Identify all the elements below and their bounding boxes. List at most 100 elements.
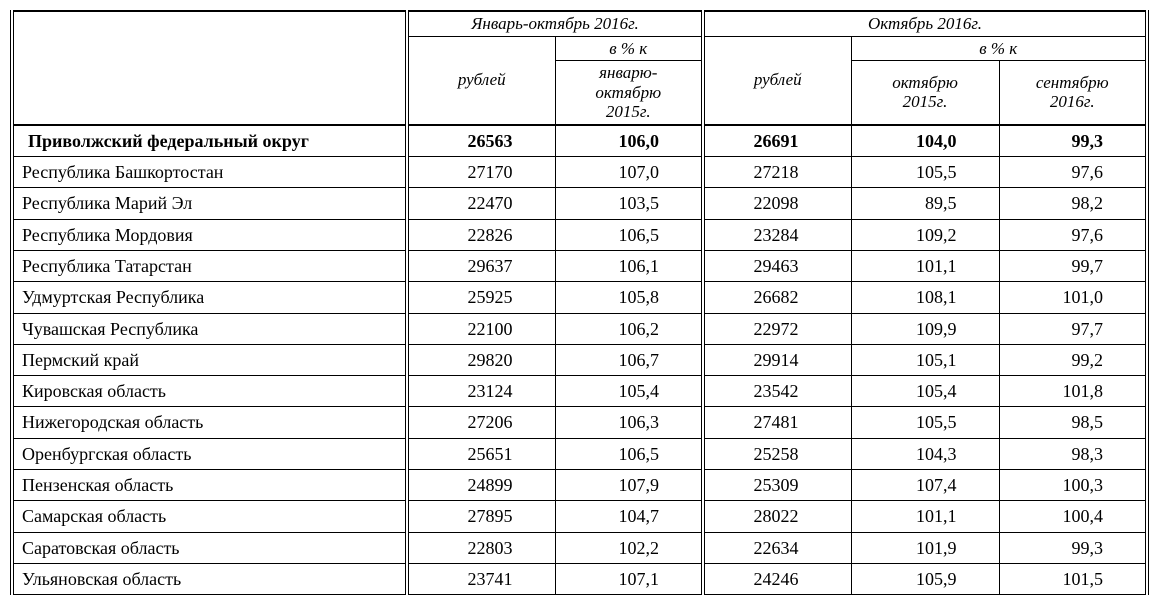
cell-value: 105,5 bbox=[851, 157, 999, 188]
cell-value: 101,1 bbox=[851, 250, 999, 281]
cell-value: 109,9 bbox=[851, 313, 999, 344]
region-label: Оренбургская область bbox=[12, 438, 407, 469]
cell-value: 106,1 bbox=[555, 250, 703, 281]
cell-value: 22803 bbox=[407, 532, 555, 563]
cell-value: 99,7 bbox=[999, 250, 1147, 281]
region-label: Приволжский федеральный округ bbox=[12, 125, 407, 157]
cell-value: 101,0 bbox=[999, 282, 1147, 313]
header-sep-2016: сентябрю 2016г. bbox=[999, 61, 1147, 125]
cell-value: 26691 bbox=[703, 125, 851, 157]
cell-value: 24246 bbox=[703, 563, 851, 594]
cell-value: 27218 bbox=[703, 157, 851, 188]
region-label: Ульяновская область bbox=[12, 563, 407, 594]
table-row: Республика Татарстан29637106,129463101,1… bbox=[12, 250, 1147, 281]
region-label: Кировская область bbox=[12, 376, 407, 407]
table-row: Чувашская Республика22100106,222972109,9… bbox=[12, 313, 1147, 344]
cell-value: 107,9 bbox=[555, 470, 703, 501]
cell-value: 100,3 bbox=[999, 470, 1147, 501]
cell-value: 25651 bbox=[407, 438, 555, 469]
region-label: Пензенская область bbox=[12, 470, 407, 501]
cell-value: 105,4 bbox=[555, 376, 703, 407]
wages-table: Январь-октябрь 2016г. Октябрь 2016г. руб… bbox=[10, 10, 1149, 595]
cell-value: 99,3 bbox=[999, 532, 1147, 563]
cell-value: 25309 bbox=[703, 470, 851, 501]
region-label: Самарская область bbox=[12, 501, 407, 532]
header-pct-2: в % к bbox=[851, 36, 1147, 61]
header-group-oct: Октябрь 2016г. bbox=[703, 11, 1147, 36]
cell-value: 109,2 bbox=[851, 219, 999, 250]
cell-value: 100,4 bbox=[999, 501, 1147, 532]
cell-value: 105,4 bbox=[851, 376, 999, 407]
table-row: Саратовская область22803102,222634101,99… bbox=[12, 532, 1147, 563]
cell-value: 106,3 bbox=[555, 407, 703, 438]
table-row: Оренбургская область25651106,525258104,3… bbox=[12, 438, 1147, 469]
region-label: Саратовская область bbox=[12, 532, 407, 563]
cell-value: 23741 bbox=[407, 563, 555, 594]
cell-value: 105,1 bbox=[851, 344, 999, 375]
cell-value: 107,4 bbox=[851, 470, 999, 501]
header-group-jan-oct: Январь-октябрь 2016г. bbox=[407, 11, 703, 36]
cell-value: 104,3 bbox=[851, 438, 999, 469]
cell-value: 106,0 bbox=[555, 125, 703, 157]
region-label: Чувашская Республика bbox=[12, 313, 407, 344]
cell-value: 101,5 bbox=[999, 563, 1147, 594]
cell-value: 97,7 bbox=[999, 313, 1147, 344]
cell-value: 99,2 bbox=[999, 344, 1147, 375]
cell-value: 25925 bbox=[407, 282, 555, 313]
cell-value: 89,5 bbox=[851, 188, 999, 219]
cell-value: 107,0 bbox=[555, 157, 703, 188]
cell-value: 27206 bbox=[407, 407, 555, 438]
header-rub-1: рублей bbox=[407, 36, 555, 125]
region-header-blank bbox=[12, 11, 407, 125]
cell-value: 29820 bbox=[407, 344, 555, 375]
header-oct-2015: октябрю 2015г. bbox=[851, 61, 999, 125]
region-label: Удмуртская Республика bbox=[12, 282, 407, 313]
cell-value: 97,6 bbox=[999, 219, 1147, 250]
header-rub-2: рублей bbox=[703, 36, 851, 125]
cell-value: 25258 bbox=[703, 438, 851, 469]
cell-value: 101,8 bbox=[999, 376, 1147, 407]
header-jan-oct-2015: январю- октябрю 2015г. bbox=[555, 61, 703, 125]
table-row: Республика Башкортостан27170107,02721810… bbox=[12, 157, 1147, 188]
table-row: Республика Марий Эл22470103,52209889,598… bbox=[12, 188, 1147, 219]
cell-value: 24899 bbox=[407, 470, 555, 501]
cell-value: 105,9 bbox=[851, 563, 999, 594]
table-row: Республика Мордовия22826106,523284109,29… bbox=[12, 219, 1147, 250]
cell-value: 106,5 bbox=[555, 438, 703, 469]
cell-value: 22098 bbox=[703, 188, 851, 219]
cell-value: 29463 bbox=[703, 250, 851, 281]
cell-value: 28022 bbox=[703, 501, 851, 532]
cell-value: 97,6 bbox=[999, 157, 1147, 188]
cell-value: 105,8 bbox=[555, 282, 703, 313]
header-pct-1: в % к bbox=[555, 36, 703, 61]
cell-value: 103,5 bbox=[555, 188, 703, 219]
cell-value: 107,1 bbox=[555, 563, 703, 594]
cell-value: 108,1 bbox=[851, 282, 999, 313]
cell-value: 23284 bbox=[703, 219, 851, 250]
table-row: Пензенская область24899107,925309107,410… bbox=[12, 470, 1147, 501]
cell-value: 106,5 bbox=[555, 219, 703, 250]
cell-value: 26682 bbox=[703, 282, 851, 313]
region-label: Республика Башкортостан bbox=[12, 157, 407, 188]
cell-value: 106,2 bbox=[555, 313, 703, 344]
cell-value: 101,1 bbox=[851, 501, 999, 532]
region-label: Республика Марий Эл bbox=[12, 188, 407, 219]
cell-value: 101,9 bbox=[851, 532, 999, 563]
cell-value: 102,2 bbox=[555, 532, 703, 563]
total-row: Приволжский федеральный округ26563106,02… bbox=[12, 125, 1147, 157]
region-label: Пермский край bbox=[12, 344, 407, 375]
region-label: Республика Мордовия bbox=[12, 219, 407, 250]
cell-value: 23542 bbox=[703, 376, 851, 407]
cell-value: 27895 bbox=[407, 501, 555, 532]
cell-value: 22100 bbox=[407, 313, 555, 344]
cell-value: 27170 bbox=[407, 157, 555, 188]
cell-value: 22470 bbox=[407, 188, 555, 219]
table-row: Ульяновская область23741107,124246105,91… bbox=[12, 563, 1147, 594]
cell-value: 104,0 bbox=[851, 125, 999, 157]
cell-value: 98,3 bbox=[999, 438, 1147, 469]
cell-value: 22972 bbox=[703, 313, 851, 344]
table-row: Удмуртская Республика25925105,826682108,… bbox=[12, 282, 1147, 313]
table-row: Самарская область27895104,728022101,1100… bbox=[12, 501, 1147, 532]
cell-value: 105,5 bbox=[851, 407, 999, 438]
cell-value: 98,5 bbox=[999, 407, 1147, 438]
